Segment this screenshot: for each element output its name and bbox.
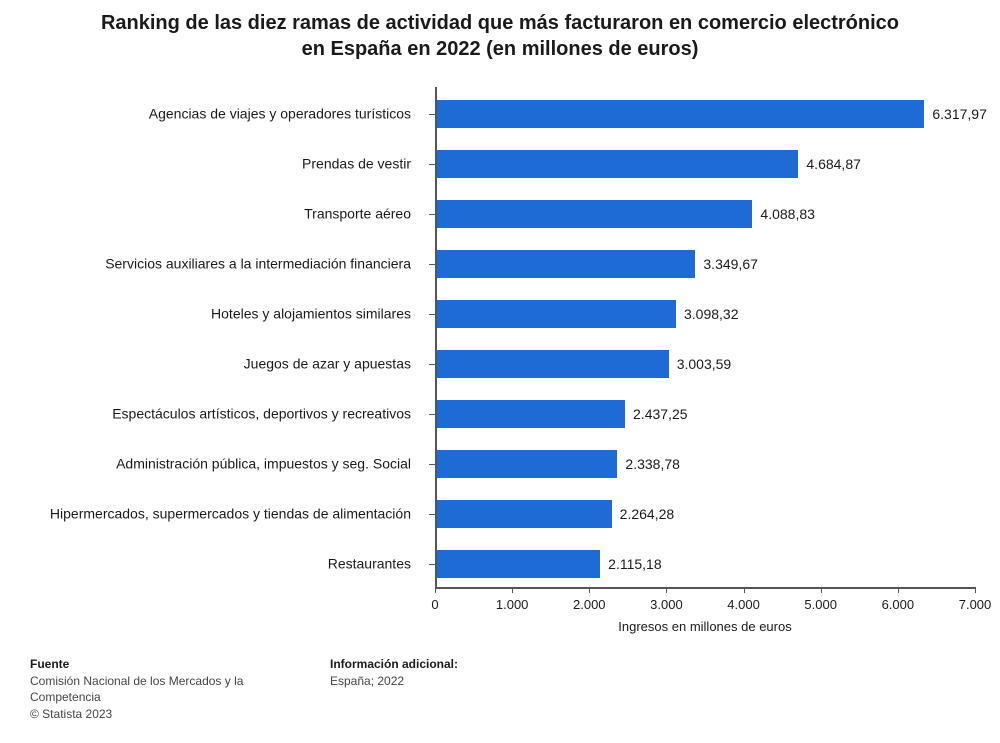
x-tick-label: 0	[431, 597, 438, 612]
y-tick	[429, 314, 435, 315]
value-label: 4.088,83	[760, 206, 815, 222]
x-tick	[666, 587, 667, 593]
bar	[437, 100, 924, 128]
title-line2: en España en 2022 (en millones de euros)	[50, 36, 950, 62]
x-tick	[975, 587, 976, 593]
y-tick	[429, 464, 435, 465]
y-tick	[429, 564, 435, 565]
category-label: Hipermercados, supermercados y tiendas d…	[0, 506, 423, 523]
category-label: Servicios auxiliares a la intermediación…	[0, 256, 423, 273]
value-label: 6.317,97	[932, 106, 987, 122]
x-tick-label: 4.000	[727, 597, 760, 612]
category-label: Prendas de vestir	[0, 156, 423, 173]
y-tick	[429, 364, 435, 365]
x-tick	[589, 587, 590, 593]
value-label: 2.437,25	[633, 406, 688, 422]
x-tick-label: 1.000	[496, 597, 529, 612]
bar	[437, 550, 600, 578]
value-label: 4.684,87	[806, 156, 861, 172]
category-label: Hoteles y alojamientos similares	[0, 306, 423, 323]
copyright-text: © Statista 2023	[30, 706, 270, 723]
value-label: 2.264,28	[620, 506, 675, 522]
x-tick	[898, 587, 899, 593]
y-tick	[429, 264, 435, 265]
x-tick-label: 5.000	[804, 597, 837, 612]
x-axis-title: Ingresos en millones de euros	[618, 619, 791, 634]
x-tick-label: 7.000	[959, 597, 992, 612]
y-tick	[429, 164, 435, 165]
x-tick-label: 6.000	[882, 597, 915, 612]
x-tick	[435, 587, 436, 593]
x-tick-label: 2.000	[573, 597, 606, 612]
bar	[437, 500, 612, 528]
bar	[437, 350, 669, 378]
bar	[437, 300, 676, 328]
category-label: Transporte aéreo	[0, 206, 423, 223]
x-tick	[744, 587, 745, 593]
chart-footer: Fuente Comisión Nacional de los Mercados…	[30, 656, 970, 723]
category-label: Restaurantes	[0, 556, 423, 573]
footer-source: Fuente Comisión Nacional de los Mercados…	[30, 656, 270, 723]
source-header: Fuente	[30, 656, 270, 673]
bar	[437, 150, 798, 178]
chart-plot-area: 0 1.000 2.000 3.000 4.000 5.000 6.000 7.000 Ingr…	[0, 87, 1000, 667]
value-label: 3.098,32	[684, 306, 739, 322]
y-tick	[429, 514, 435, 515]
bar	[437, 250, 695, 278]
x-axis-line	[435, 587, 975, 589]
category-label: Juegos de azar y apuestas	[0, 356, 423, 373]
x-tick	[512, 587, 513, 593]
value-label: 3.003,59	[677, 356, 732, 372]
value-label: 2.115,18	[608, 556, 661, 572]
extra-header: Información adicional:	[330, 656, 458, 673]
category-label: Espectáculos artísticos, deportivos y re…	[0, 406, 423, 423]
category-label: Administración pública, impuestos y seg.…	[0, 456, 423, 473]
title-line1: Ranking de las diez ramas de actividad q…	[50, 10, 950, 36]
x-tick	[821, 587, 822, 593]
category-label: Agencias de viajes y operadores turístic…	[0, 106, 423, 123]
y-tick	[429, 114, 435, 115]
y-tick	[429, 214, 435, 215]
bar	[437, 400, 625, 428]
extra-text: España; 2022	[330, 673, 458, 690]
bar	[437, 450, 617, 478]
source-text: Comisión Nacional de los Mercados y la C…	[30, 673, 270, 707]
y-tick	[429, 414, 435, 415]
value-label: 2.338,78	[625, 456, 680, 472]
bar	[437, 200, 752, 228]
chart-title: Ranking de las diez ramas de actividad q…	[0, 0, 1000, 62]
x-tick-label: 3.000	[650, 597, 683, 612]
value-label: 3.349,67	[703, 256, 758, 272]
footer-extra: Información adicional: España; 2022	[330, 656, 458, 723]
